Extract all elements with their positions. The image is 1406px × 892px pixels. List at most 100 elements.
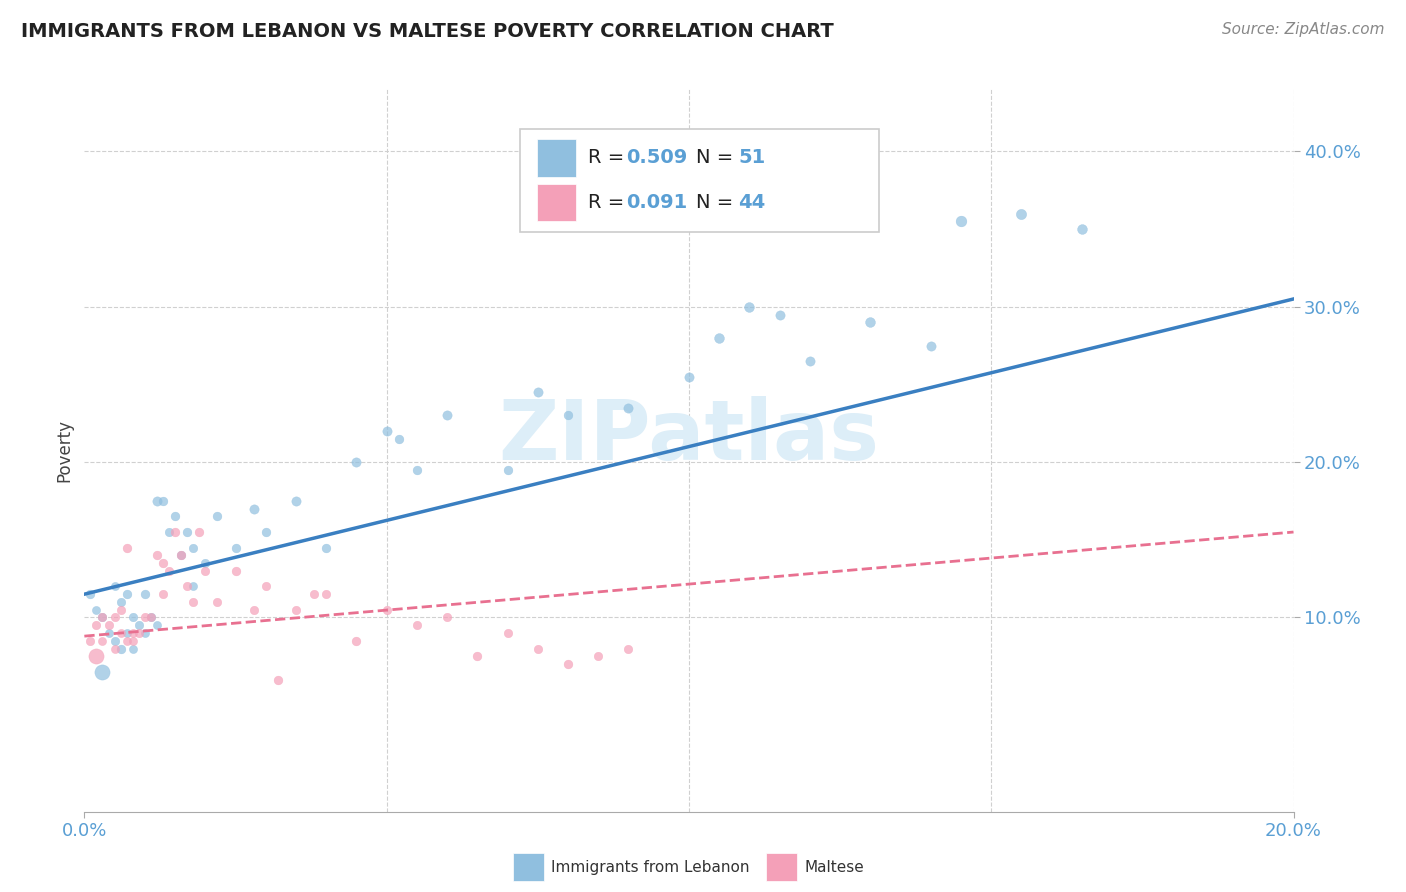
Point	[950, 214, 973, 228]
Point	[267, 673, 290, 687]
Point	[588, 649, 610, 664]
Text: Immigrants from Lebanon: Immigrants from Lebanon	[551, 860, 749, 874]
Point	[496, 626, 519, 640]
Point	[225, 564, 247, 578]
Point	[467, 649, 489, 664]
Point	[1071, 222, 1094, 236]
Point	[86, 603, 108, 617]
Point	[121, 641, 143, 656]
Point	[678, 369, 700, 384]
Point	[285, 603, 308, 617]
Point	[188, 524, 211, 539]
Point	[165, 524, 187, 539]
Point	[152, 587, 174, 601]
Point	[207, 509, 229, 524]
Point	[146, 549, 169, 563]
Point	[121, 633, 143, 648]
Point	[152, 556, 174, 570]
Point	[86, 618, 108, 632]
Point	[104, 579, 127, 593]
Point	[104, 641, 127, 656]
Text: 51: 51	[738, 148, 765, 168]
Point	[799, 354, 821, 368]
Point	[176, 524, 198, 539]
Text: Maltese: Maltese	[804, 860, 863, 874]
Point	[388, 432, 411, 446]
Point	[86, 649, 108, 664]
Point	[315, 587, 337, 601]
Point	[285, 494, 308, 508]
Point	[436, 610, 458, 624]
Point	[406, 618, 429, 632]
Point	[254, 524, 277, 539]
Point	[79, 633, 101, 648]
Point	[104, 610, 127, 624]
Text: R =: R =	[588, 193, 630, 212]
Point	[128, 618, 150, 632]
Point	[254, 579, 277, 593]
Point	[128, 626, 150, 640]
Point	[617, 401, 640, 415]
Point	[139, 610, 162, 624]
Point	[346, 633, 368, 648]
Point	[134, 587, 156, 601]
Point	[302, 587, 325, 601]
Point	[97, 626, 120, 640]
Point	[194, 556, 217, 570]
Point	[115, 626, 138, 640]
Point	[110, 641, 132, 656]
Point	[146, 618, 169, 632]
Point	[181, 595, 204, 609]
Point	[91, 665, 114, 679]
Text: N =: N =	[696, 148, 740, 168]
Point	[110, 595, 132, 609]
Point	[181, 541, 204, 555]
Point	[225, 541, 247, 555]
Point	[115, 633, 138, 648]
Point	[121, 610, 143, 624]
Point	[738, 300, 761, 314]
Point	[181, 579, 204, 593]
Point	[104, 633, 127, 648]
Point	[769, 308, 792, 322]
Point	[207, 595, 229, 609]
Point	[375, 424, 398, 438]
Point	[110, 626, 132, 640]
Point	[436, 409, 458, 423]
Point	[91, 633, 114, 648]
Point	[315, 541, 337, 555]
Point	[115, 541, 138, 555]
Point	[152, 494, 174, 508]
Text: 44: 44	[738, 193, 765, 212]
Point	[146, 494, 169, 508]
Point	[134, 626, 156, 640]
Point	[709, 331, 731, 345]
Point	[406, 463, 429, 477]
Point	[242, 501, 264, 516]
Text: N =: N =	[696, 193, 740, 212]
Point	[139, 610, 162, 624]
Point	[115, 587, 138, 601]
Text: 0.091: 0.091	[626, 193, 688, 212]
Point	[79, 587, 101, 601]
Point	[557, 409, 579, 423]
Point	[496, 463, 519, 477]
Point	[157, 564, 180, 578]
Text: Source: ZipAtlas.com: Source: ZipAtlas.com	[1222, 22, 1385, 37]
Text: ZIPatlas: ZIPatlas	[499, 395, 879, 476]
Point	[527, 385, 550, 400]
Y-axis label: Poverty: Poverty	[55, 419, 73, 482]
Point	[194, 564, 217, 578]
Point	[617, 641, 640, 656]
Point	[170, 549, 193, 563]
Point	[527, 641, 550, 656]
Text: 0.509: 0.509	[626, 148, 688, 168]
Point	[1011, 206, 1033, 220]
Point	[242, 603, 264, 617]
Point	[121, 626, 143, 640]
Point	[920, 338, 942, 352]
Text: IMMIGRANTS FROM LEBANON VS MALTESE POVERTY CORRELATION CHART: IMMIGRANTS FROM LEBANON VS MALTESE POVER…	[21, 22, 834, 41]
Point	[97, 618, 120, 632]
Point	[859, 315, 882, 329]
Point	[157, 524, 180, 539]
